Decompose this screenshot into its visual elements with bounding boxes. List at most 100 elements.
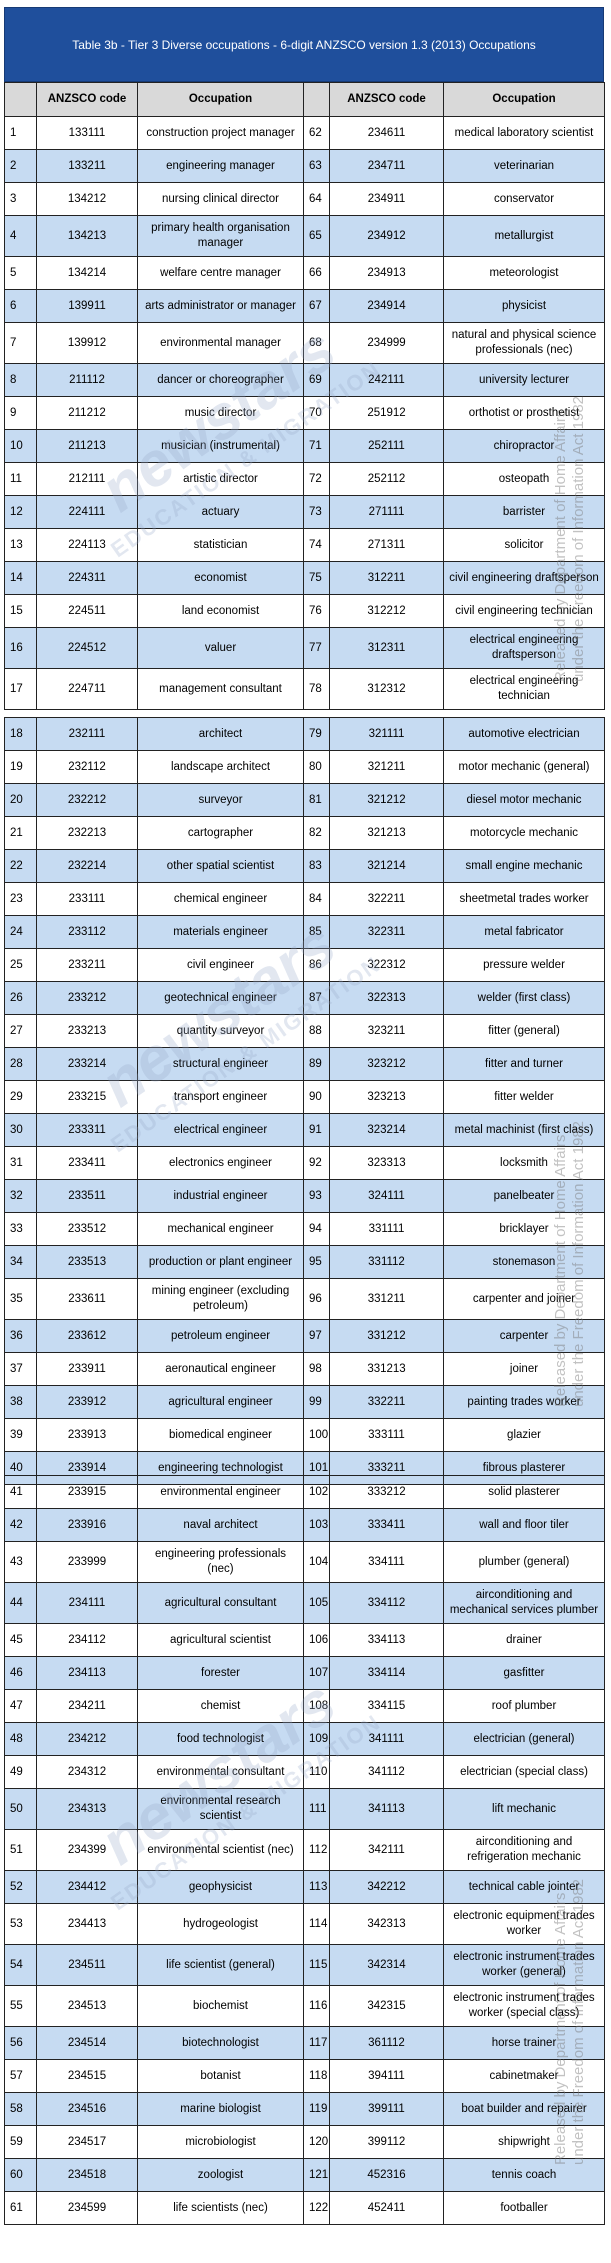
- row-number: 82: [303, 816, 330, 850]
- row-number: 94: [303, 1212, 330, 1246]
- row-number: 30: [4, 1113, 37, 1147]
- anzsco-code: 234112: [36, 1623, 138, 1657]
- anzsco-code: 234611: [329, 116, 444, 150]
- table-row: 31 233411 electronics engineer 92 323313 lock…: [4, 1146, 605, 1180]
- row-number: 107: [303, 1656, 330, 1690]
- row-number: 13: [4, 528, 37, 562]
- occupation: electronic instrument trades worker (spe…: [443, 1985, 605, 2027]
- row-number: 84: [303, 882, 330, 916]
- anzsco-code: 234399: [36, 1829, 138, 1871]
- occupation: landscape architect: [137, 750, 304, 784]
- row-number: 69: [303, 363, 330, 397]
- occupation: automotive electrician: [443, 717, 605, 751]
- anzsco-code: 323212: [329, 1047, 444, 1081]
- header-cell: Occupation: [443, 82, 605, 117]
- occupation: motor mechanic (general): [443, 750, 605, 784]
- table-section: 41 233915 environmental engineer 102 333212 s…: [4, 1475, 605, 2225]
- table-row: 24 233112 materials engineer 85 322311 metal …: [4, 915, 605, 949]
- row-number: 16: [4, 627, 37, 669]
- anzsco-code: 321213: [329, 816, 444, 850]
- row-number: 1: [4, 116, 37, 150]
- anzsco-code: 232112: [36, 750, 138, 784]
- anzsco-code: 334114: [329, 1656, 444, 1690]
- table-row: 50 234313 environmental research scientist…: [4, 1788, 605, 1830]
- anzsco-code: 394111: [329, 2059, 444, 2093]
- anzsco-code: 232214: [36, 849, 138, 883]
- occupation: orthotist or prosthetist: [443, 396, 605, 430]
- row-number: 121: [303, 2158, 330, 2192]
- occupation-table: 18 232111 architect 79 321111 automotive elec…: [4, 717, 605, 1485]
- occupation: fitter welder: [443, 1080, 605, 1114]
- anzsco-code: 234517: [36, 2125, 138, 2159]
- anzsco-code: 331213: [329, 1352, 444, 1386]
- row-number: 118: [303, 2059, 330, 2093]
- row-number: 46: [4, 1656, 37, 1690]
- occupation: hydrogeologist: [137, 1903, 304, 1945]
- occupation: electronic instrument trades worker (gen…: [443, 1944, 605, 1986]
- row-number: 10: [4, 429, 37, 463]
- table-body: ANZSCO code Occupation ANZSCO code Occupati…: [4, 82, 605, 710]
- row-number: 120: [303, 2125, 330, 2159]
- occupation: electrical engineer: [137, 1113, 304, 1147]
- header-cell: ANZSCO code: [329, 82, 444, 117]
- table-row: 10 211213 musician (instrumental) 71 252111 c…: [4, 429, 605, 463]
- anzsco-code: 342314: [329, 1944, 444, 1986]
- occupation: industrial engineer: [137, 1179, 304, 1213]
- row-number: 51: [4, 1829, 37, 1871]
- table-row: 59 234517 microbiologist 120 399112 shipwrigh…: [4, 2125, 605, 2159]
- anzsco-code: 234999: [329, 322, 444, 364]
- anzsco-code: 323211: [329, 1014, 444, 1048]
- anzsco-code: 234516: [36, 2092, 138, 2126]
- anzsco-code: 322211: [329, 882, 444, 916]
- row-number: 50: [4, 1788, 37, 1830]
- occupation: construction project manager: [137, 116, 304, 150]
- table-row: 43 233999 engineering professionals (nec) 1…: [4, 1541, 605, 1583]
- anzsco-code: 233611: [36, 1278, 138, 1320]
- occupation: life scientist (general): [137, 1944, 304, 1986]
- header-cell-blank: [303, 82, 330, 117]
- row-number: 68: [303, 322, 330, 364]
- anzsco-code: 321212: [329, 783, 444, 817]
- anzsco-code: 342111: [329, 1829, 444, 1871]
- row-number: 81: [303, 783, 330, 817]
- row-number: 90: [303, 1080, 330, 1114]
- anzsco-code: 452316: [329, 2158, 444, 2192]
- table-row: 38 233912 agricultural engineer 99 332211 pai…: [4, 1385, 605, 1419]
- header-cell: Occupation: [137, 82, 304, 117]
- row-number: 11: [4, 462, 37, 496]
- occupation: arts administrator or manager: [137, 289, 304, 323]
- anzsco-code: 271111: [329, 495, 444, 529]
- occupation: electrician (special class): [443, 1755, 605, 1789]
- row-number: 20: [4, 783, 37, 817]
- row-number: 19: [4, 750, 37, 784]
- occupation: cabinetmaker: [443, 2059, 605, 2093]
- occupation: engineering manager: [137, 149, 304, 183]
- occupation: mining engineer (excluding petroleum): [137, 1278, 304, 1320]
- table-row: 51 234399 environmental scientist (nec) 112…: [4, 1829, 605, 1871]
- anzsco-code: 324111: [329, 1179, 444, 1213]
- occupation: metal machinist (first class): [443, 1113, 605, 1147]
- anzsco-code: 333212: [329, 1475, 444, 1509]
- occupation: actuary: [137, 495, 304, 529]
- occupation: electrician (general): [443, 1722, 605, 1756]
- anzsco-code: 452411: [329, 2191, 444, 2225]
- occupation: statistician: [137, 528, 304, 562]
- row-number: 117: [303, 2026, 330, 2060]
- row-number: 21: [4, 816, 37, 850]
- occupation: zoologist: [137, 2158, 304, 2192]
- anzsco-code: 234313: [36, 1788, 138, 1830]
- occupation: chemist: [137, 1689, 304, 1723]
- occupation: horse trainer: [443, 2026, 605, 2060]
- row-number: 34: [4, 1245, 37, 1279]
- row-number: 5: [4, 256, 37, 290]
- header-row: ANZSCO code Occupation ANZSCO code Occupati…: [4, 82, 605, 117]
- occupation: electronics engineer: [137, 1146, 304, 1180]
- row-number: 63: [303, 149, 330, 183]
- occupation: fitter and turner: [443, 1047, 605, 1081]
- row-number: 27: [4, 1014, 37, 1048]
- anzsco-code: 133111: [36, 116, 138, 150]
- anzsco-code: 233915: [36, 1475, 138, 1509]
- table-row: 11 212111 artistic director 72 252112 osteopa…: [4, 462, 605, 496]
- row-number: 29: [4, 1080, 37, 1114]
- occupation: management consultant: [137, 668, 304, 710]
